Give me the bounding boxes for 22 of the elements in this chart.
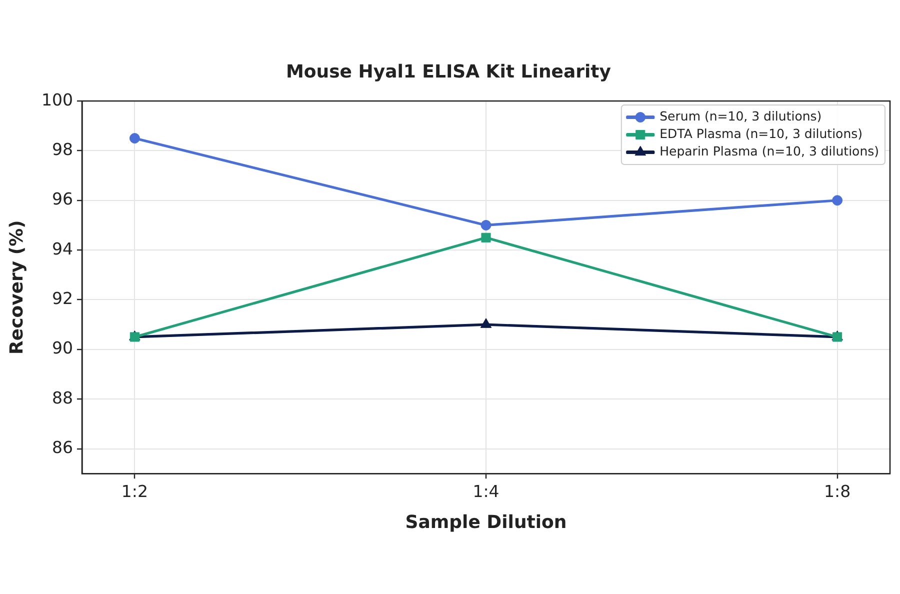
chart-title: Mouse Hyal1 ELISA Kit Linearity [286, 62, 612, 83]
x-axis-title: Sample Dilution [405, 512, 567, 533]
y-tick-label: 86 [52, 438, 73, 458]
y-tick-label: 96 [52, 190, 73, 209]
legend-label: Serum (n=10, 3 dilutions) [660, 108, 822, 124]
y-tick-label: 98 [52, 140, 73, 159]
x-tick-label: 1:2 [121, 482, 148, 501]
y-axis-title: Recovery (%) [6, 220, 28, 355]
y-tick-label: 88 [52, 388, 73, 408]
point [832, 195, 843, 206]
y-tick-label: 90 [52, 338, 73, 358]
y-tick-label: 92 [52, 289, 73, 308]
legend-label: EDTA Plasma (n=10, 3 dilutions) [660, 126, 863, 141]
point [129, 133, 140, 144]
point [480, 318, 492, 328]
point [480, 220, 492, 230]
x-tick-label: 1:4 [472, 482, 500, 501]
y-tick-label: 94 [52, 239, 73, 258]
point [481, 232, 491, 242]
x-tick-label: 1:8 [824, 482, 851, 501]
legend-label: Heparin Plasma (n=10, 3 dilutions) [660, 144, 879, 158]
y-tick-label: 100 [42, 90, 73, 110]
